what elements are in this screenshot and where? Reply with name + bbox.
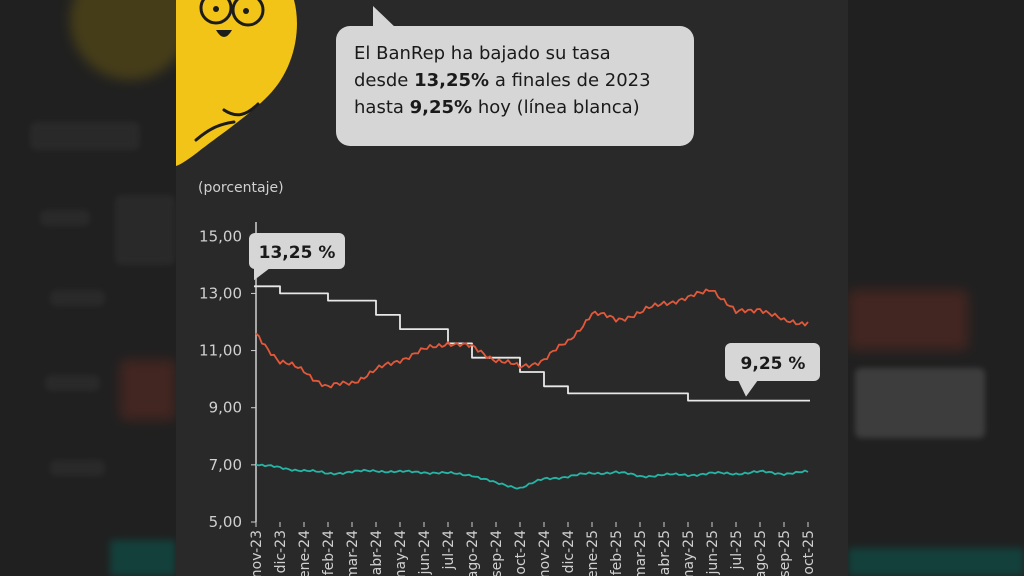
x-tick-label: feb-25	[609, 530, 625, 575]
x-tick-label: feb-24	[321, 530, 337, 575]
speech-bubble-tail	[373, 6, 398, 30]
callout-pointer-end	[738, 380, 758, 397]
blurred-red-line	[848, 290, 968, 350]
x-tick-label: dic-24	[561, 530, 577, 573]
x-tick-label: mar-25	[633, 530, 649, 576]
blurred-label	[30, 122, 140, 150]
speech-line-2: desde 13,25% a finales de 2023	[354, 67, 676, 94]
blurred-callout	[855, 368, 985, 438]
speech-text: desde	[354, 70, 415, 91]
series-line	[255, 288, 809, 389]
callout-layer: 13,25 % 9,25 %	[249, 233, 820, 397]
blurred-callout	[115, 195, 175, 265]
x-tick-label: nov-23	[249, 530, 265, 576]
line-chart: (porcentaje)15,0013,0011,009,007,005,00 …	[176, 0, 820, 576]
x-tick-label: jun-25	[705, 530, 721, 576]
x-axis: nov-23 dic-23 ene-24 feb-24 mar-24 abr-24 may-…	[249, 522, 817, 576]
series-line	[254, 285, 810, 402]
chart-panel: (porcentaje) 15,00 13,00 11,00 9,00 7,00 5,00 …	[176, 0, 848, 576]
blurred-label	[50, 460, 105, 476]
blurred-teal-band	[110, 540, 176, 576]
character-illustration	[176, 0, 297, 166]
x-tick-label: sep-25	[777, 530, 793, 576]
callout-box-end	[725, 343, 820, 381]
blurred-label	[50, 290, 105, 306]
blurred-background-left	[0, 0, 176, 576]
x-tick-label: nov-24	[537, 530, 553, 576]
speech-bubble: El BanRep ha bajado su tasa desde 13,25%…	[336, 26, 694, 146]
callout-box-start	[249, 233, 345, 269]
blurred-label	[40, 210, 90, 226]
callout-label-start: 13,25 %	[259, 243, 336, 263]
y-tick-label: 13,00	[199, 284, 242, 302]
speech-text: a finales de 2023	[489, 70, 651, 91]
speech-line-1: El BanRep ha bajado su tasa	[354, 43, 611, 64]
callout-pointer-start	[254, 268, 270, 281]
x-tick-label: ene-24	[297, 530, 313, 576]
series-layer	[254, 285, 810, 490]
y-tick-label: 15,00	[199, 227, 242, 245]
y-axis-label: (porcentaje)	[198, 180, 284, 196]
x-tick-label: abr-25	[657, 530, 673, 575]
speech-text: hoy (línea blanca)	[472, 97, 640, 118]
x-tick-label: mar-24	[345, 530, 361, 576]
y-tick-label: 5,00	[209, 513, 242, 531]
x-tick-label: oct-25	[801, 530, 817, 575]
x-tick-label: ago-25	[753, 530, 769, 576]
x-tick-label: jun-24	[417, 530, 433, 576]
x-tick-label: oct-24	[513, 530, 529, 575]
x-tick-label: may-24	[393, 530, 409, 576]
blurred-red-line	[120, 360, 176, 420]
x-tick-label: dic-23	[273, 530, 289, 573]
x-tick-label: sep-24	[489, 530, 505, 576]
x-tick-label: jul-25	[729, 530, 745, 571]
series-line	[255, 463, 809, 490]
blurred-label	[45, 375, 100, 391]
speech-line-3: hasta 9,25% hoy (línea blanca)	[354, 94, 676, 121]
blurred-teal-band	[848, 548, 1024, 576]
x-tick-label: ago-24	[465, 530, 481, 576]
y-tick-label: 7,00	[209, 456, 242, 474]
x-tick-label: ene-25	[585, 530, 601, 576]
speech-highlight-current-rate: 9,25%	[409, 97, 473, 118]
callout-label-end: 9,25 %	[741, 354, 806, 374]
speech-text: hasta	[354, 97, 410, 118]
speech-highlight-start-rate: 13,25%	[414, 70, 490, 91]
y-tick-label: 9,00	[209, 399, 242, 417]
y-tick-label: 11,00	[199, 342, 242, 360]
x-tick-label: may-25	[681, 530, 697, 576]
blurred-background-right	[848, 0, 1024, 576]
x-tick-label: abr-24	[369, 530, 385, 575]
x-tick-label: jul-24	[441, 530, 457, 571]
